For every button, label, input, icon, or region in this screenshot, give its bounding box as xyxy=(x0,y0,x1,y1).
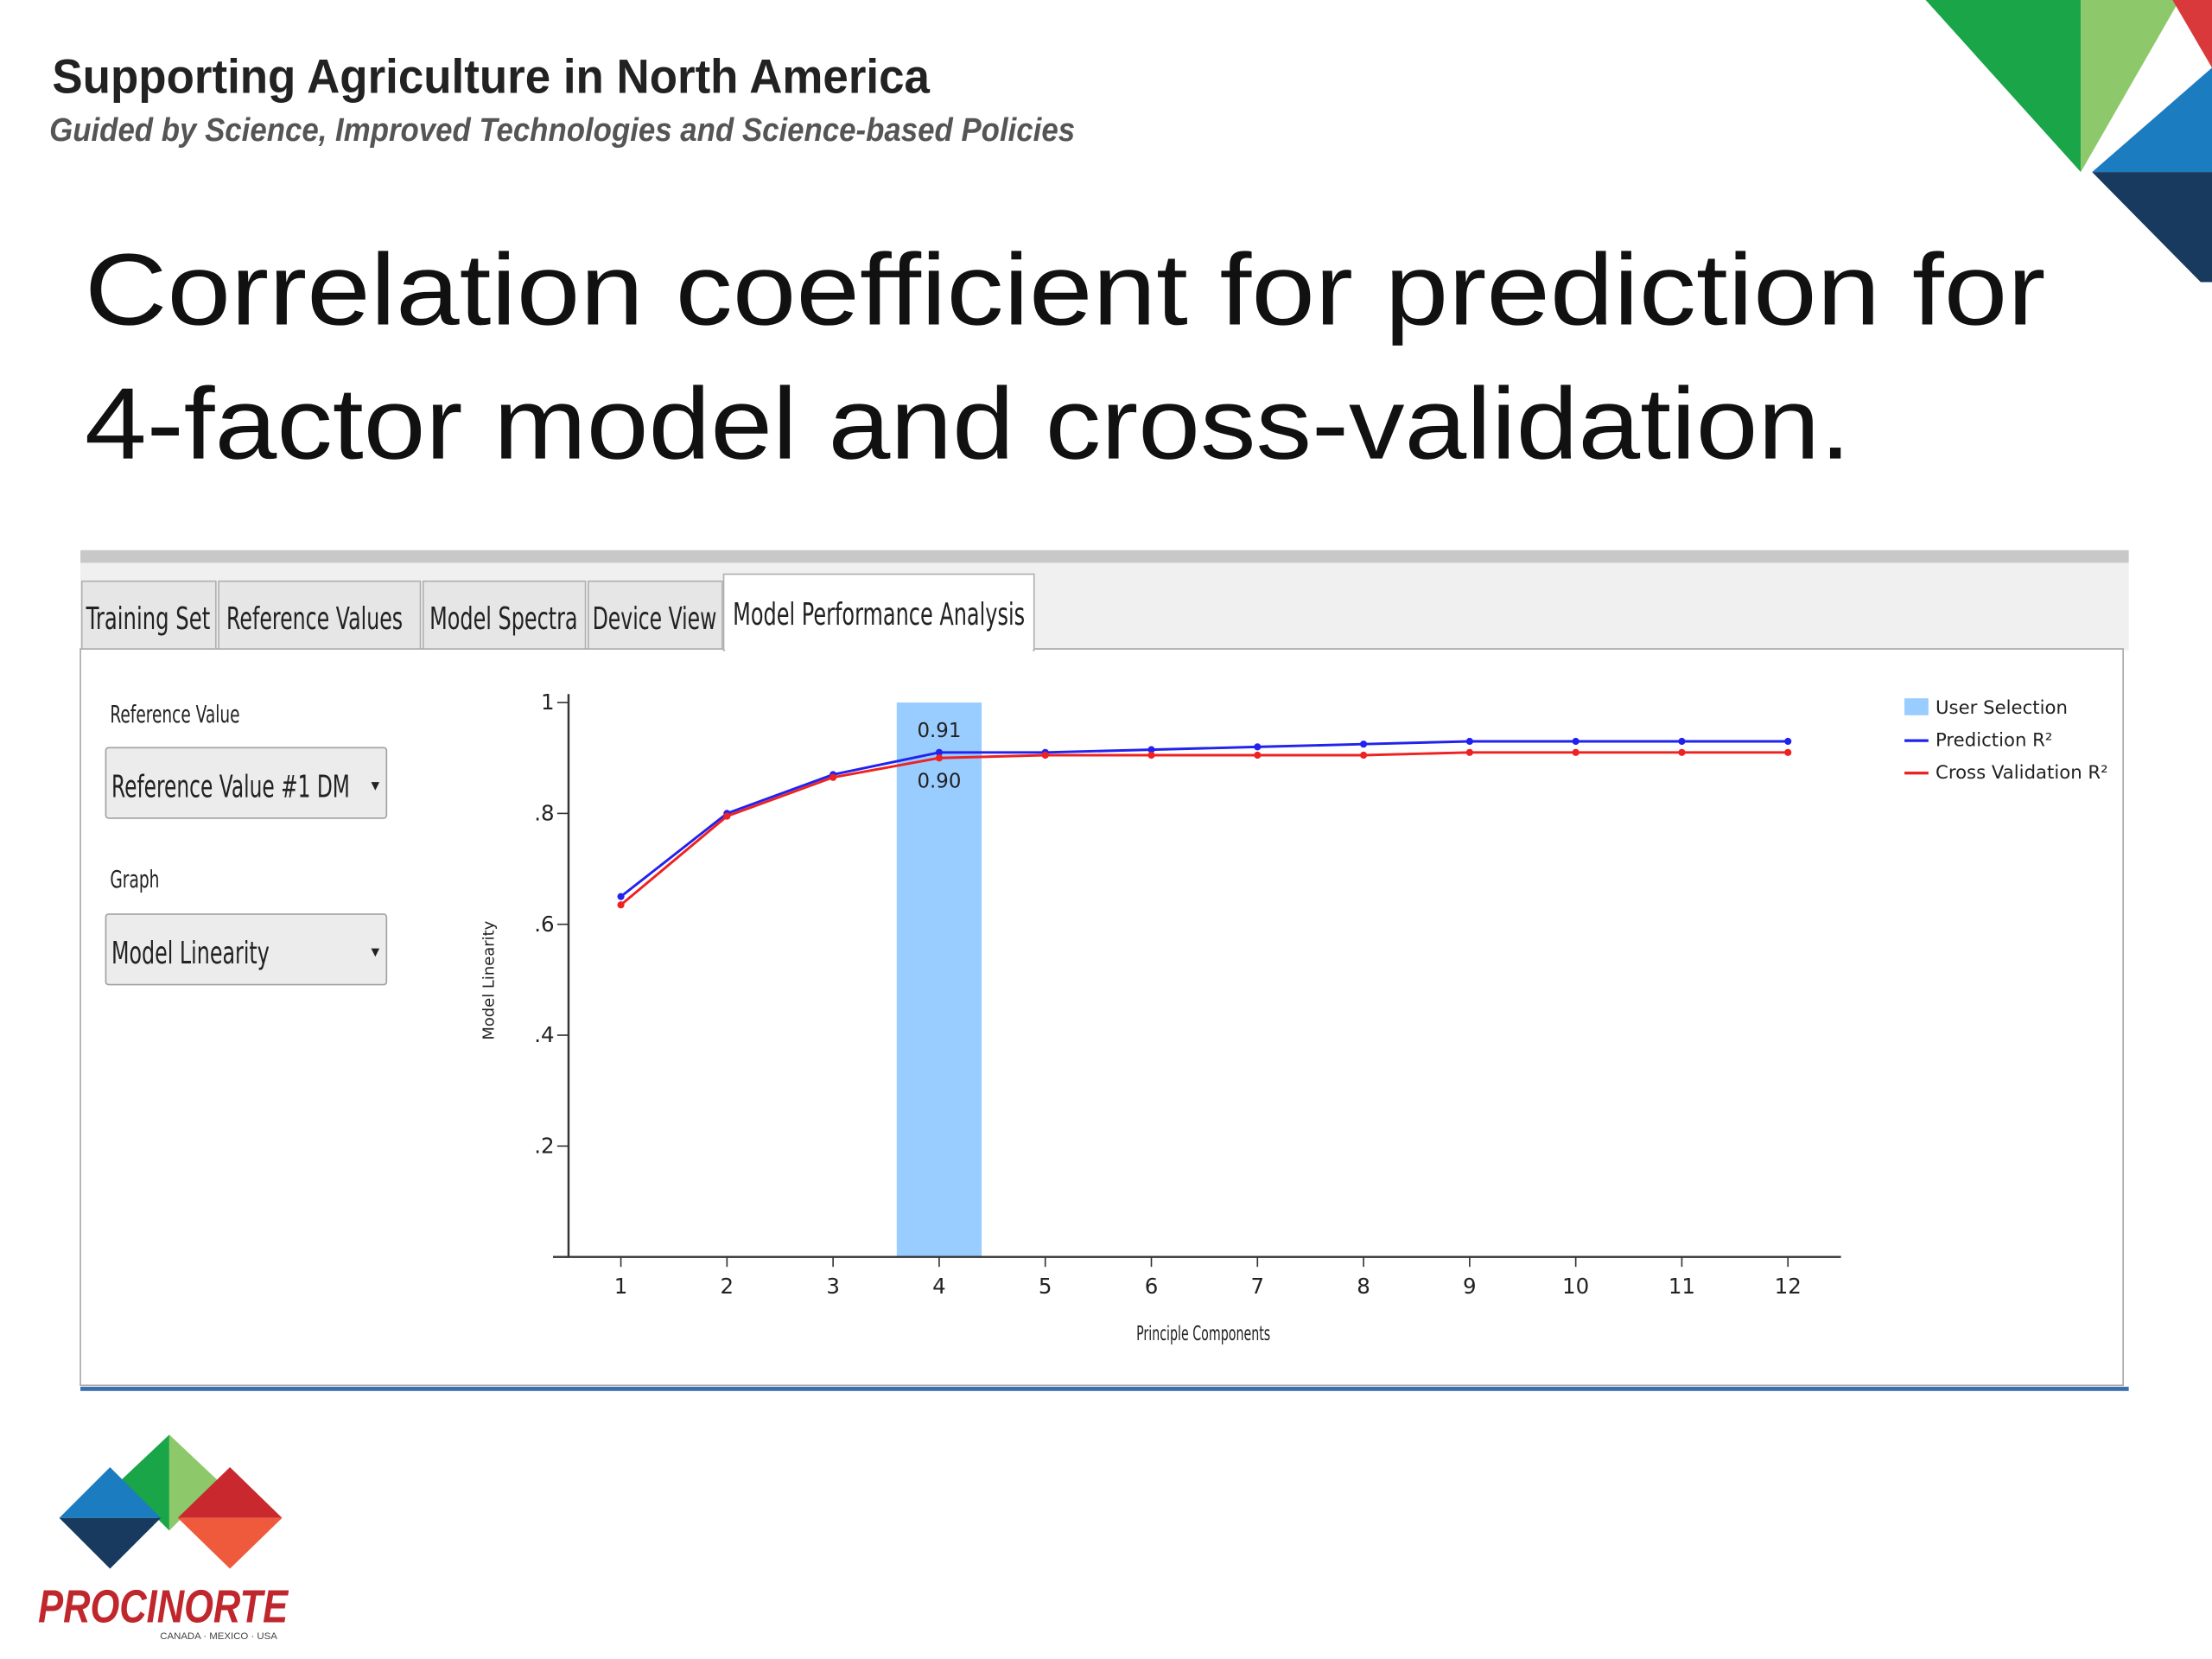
point xyxy=(1041,751,1049,760)
value-label: 0.91 xyxy=(917,720,961,742)
tab-active-join xyxy=(725,645,1033,652)
point xyxy=(1572,748,1580,756)
window-edge xyxy=(80,1386,2129,1391)
x-tick-label: 3 xyxy=(826,1274,840,1299)
x-tick-label: 6 xyxy=(1145,1274,1159,1299)
x-tick-label: 5 xyxy=(1039,1274,1052,1299)
x-tick-label: 7 xyxy=(1250,1274,1264,1299)
x-tick-label: 8 xyxy=(1357,1274,1370,1299)
header-subtitle: Guided by Science, Improved Technologies… xyxy=(49,111,1075,148)
tab[interactable] xyxy=(218,580,422,650)
dropdown-arrow: ▼ xyxy=(368,944,382,960)
point xyxy=(1147,751,1155,760)
legend-label: Prediction R² xyxy=(1936,730,2052,752)
tab[interactable] xyxy=(422,580,587,650)
logo-shape xyxy=(119,1434,169,1531)
series-line xyxy=(620,740,1789,898)
point xyxy=(1784,748,1792,756)
series-line xyxy=(620,751,1789,906)
tab[interactable] xyxy=(588,580,723,650)
tab-label[interactable]: Model Performance Analysis xyxy=(733,597,1025,632)
logo-shape xyxy=(59,1517,162,1569)
decoration xyxy=(2092,172,2212,283)
point xyxy=(1254,751,1262,760)
point xyxy=(1359,741,1368,748)
x-tick-label: 9 xyxy=(1463,1274,1477,1299)
header-title: Supporting Agriculture in North America xyxy=(52,50,931,104)
logo: PROCINORTE CANADA · MEXICO · USA xyxy=(38,1434,289,1642)
control-label: Graph xyxy=(110,865,159,893)
y-tick-label: 1 xyxy=(541,690,555,715)
slide-title: 4-factor model and cross-validation. xyxy=(85,367,1851,480)
y-tick-label: .2 xyxy=(534,1134,554,1159)
x-tick-label: 10 xyxy=(1562,1274,1589,1299)
y-tick-label: .6 xyxy=(534,912,554,937)
point xyxy=(617,893,625,900)
selection-band xyxy=(896,702,982,1257)
dropdown[interactable] xyxy=(105,747,388,819)
point xyxy=(1465,748,1473,756)
dropdown-value[interactable]: Reference Value #1 DM xyxy=(111,769,350,804)
x-tick-label: 11 xyxy=(1669,1274,1695,1299)
x-tick-label: 1 xyxy=(614,1274,628,1299)
window-bar xyxy=(80,550,2129,563)
point xyxy=(830,773,837,781)
control-label: Reference Value xyxy=(110,700,239,728)
y-tick-label: .4 xyxy=(534,1022,554,1047)
slide-title: Correlation coefficient for prediction f… xyxy=(85,233,2045,346)
tabs: Training Set Reference Values Model Spec… xyxy=(80,573,1035,652)
point xyxy=(1678,737,1686,746)
tab-active[interactable] xyxy=(722,573,1035,652)
tab-strip xyxy=(80,563,2129,651)
logo-shape xyxy=(59,1466,162,1518)
point xyxy=(1359,751,1368,760)
point xyxy=(1147,746,1155,753)
logo-countries: CANADA · MEXICO · USA xyxy=(160,1631,277,1642)
point xyxy=(617,901,625,909)
x-tick-label: 12 xyxy=(1775,1274,1802,1299)
dropdown[interactable] xyxy=(105,913,388,986)
legend-label: User Selection xyxy=(1936,697,2068,719)
x-axis-label: Principle Components xyxy=(1136,1323,1270,1345)
point xyxy=(723,812,731,820)
chart: Principle Components Model Linearity .2.… xyxy=(480,690,2107,1345)
tab-label[interactable]: Training Set xyxy=(86,601,210,637)
logo-shape xyxy=(168,1434,219,1531)
dropdown-value[interactable]: Model Linearity xyxy=(111,936,270,971)
logo-shape xyxy=(177,1517,283,1569)
point xyxy=(1572,737,1580,746)
y-tick-label: .8 xyxy=(534,801,554,826)
legend-label: Cross Validation R² xyxy=(1936,762,2108,784)
tab-label[interactable]: Device View xyxy=(593,601,717,637)
point xyxy=(1784,737,1792,746)
point xyxy=(935,748,944,756)
tab-label[interactable]: Model Spectra xyxy=(429,601,577,637)
point xyxy=(1465,737,1473,746)
value-label: 0.90 xyxy=(917,771,961,793)
content-panel xyxy=(79,648,2124,1387)
logo-shape xyxy=(177,1466,283,1518)
point xyxy=(935,754,944,762)
decoration xyxy=(2172,0,2212,68)
point xyxy=(1254,743,1262,751)
decoration xyxy=(1925,0,2082,173)
tab[interactable] xyxy=(80,580,217,650)
point xyxy=(1678,748,1686,756)
dropdown-arrow: ▼ xyxy=(368,778,382,793)
x-tick-label: 2 xyxy=(721,1274,734,1299)
tab-label[interactable]: Reference Values xyxy=(226,601,403,637)
logo-name: PROCINORTE xyxy=(38,1581,289,1633)
y-axis-label: Model Linearity xyxy=(480,920,498,1039)
legend-swatch xyxy=(1904,698,1929,715)
x-tick-label: 4 xyxy=(932,1274,946,1299)
